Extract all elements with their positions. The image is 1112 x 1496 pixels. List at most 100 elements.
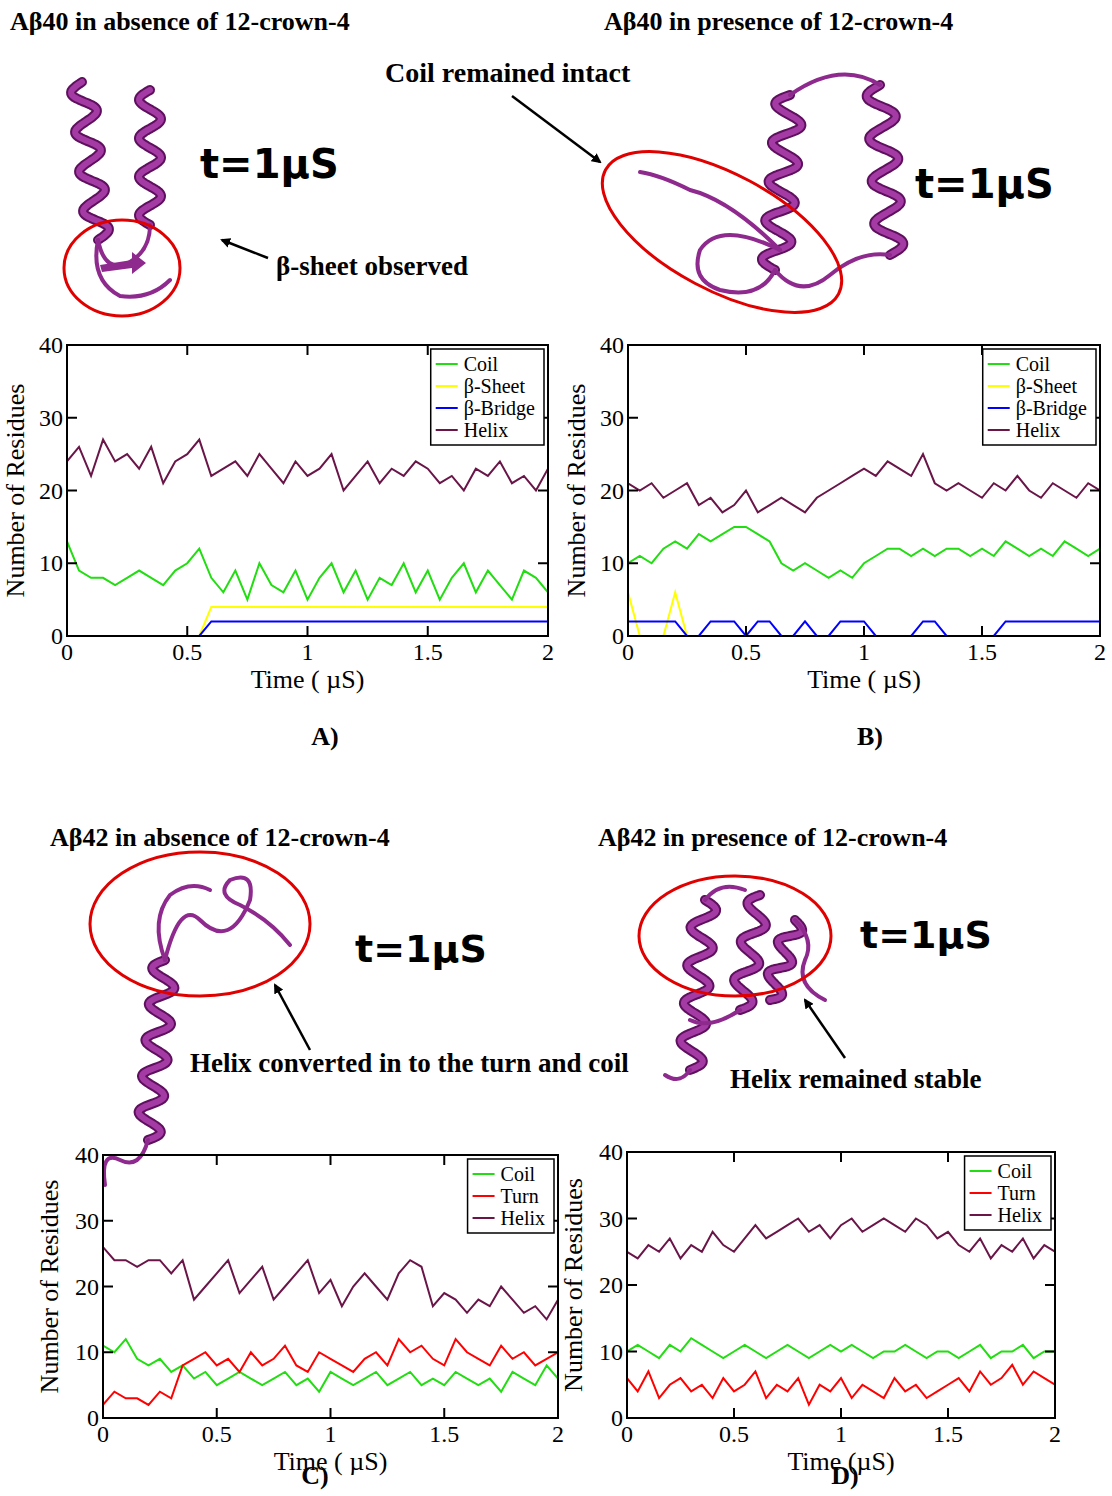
coil-ribbon [698, 235, 781, 293]
text-line: t=1μS [860, 913, 992, 957]
y-tick-label: 0 [612, 623, 624, 649]
legend-swatch [473, 1173, 495, 1175]
legend-label: Helix [464, 419, 508, 441]
x-tick [626, 1152, 628, 1162]
y-tick [628, 417, 638, 419]
y-axis-title: Number of Residues [559, 1178, 588, 1392]
legend: CoilTurnHelix [965, 1156, 1051, 1230]
annotation: Coil remained intact [385, 57, 631, 88]
legend-label: Helix [501, 1207, 545, 1229]
series-line [628, 621, 1100, 636]
helix-ribbon-shadow [71, 82, 109, 240]
series-line [67, 621, 548, 636]
molecule-snapshot [640, 75, 903, 293]
y-tick [627, 1151, 637, 1153]
y-tick [103, 1220, 113, 1222]
series-line [67, 541, 548, 599]
series-line [103, 1339, 558, 1405]
y-tick [628, 635, 638, 637]
axes: 00.511.52010203040Time ( µS)Number of Re… [35, 1142, 564, 1476]
y-tick [1090, 562, 1100, 564]
y-tick-label: 20 [599, 1272, 623, 1298]
legend-box [431, 349, 544, 445]
y-tick [1045, 1151, 1055, 1153]
legend: CoilTurnHelix [468, 1159, 554, 1233]
y-tick [1045, 1351, 1055, 1353]
axes: 00.511.52010203040Time (µS)Number of Res… [559, 1139, 1061, 1476]
x-tick [863, 345, 865, 355]
x-tick [186, 626, 188, 636]
text-line: t=1μS [355, 927, 487, 971]
y-tick [67, 490, 77, 492]
y-tick [538, 562, 548, 564]
legend-box [983, 349, 1096, 445]
x-tick [745, 345, 747, 355]
y-tick [103, 1286, 113, 1288]
panel: Aβ40 in presence of 12-crown-4t=1μSCoil … [385, 7, 1106, 751]
plot-frame [67, 345, 548, 636]
series-line [628, 454, 1100, 512]
panel-label: A) [311, 722, 338, 751]
x-tick [307, 345, 309, 355]
molecule-snapshot [665, 887, 825, 1079]
y-tick [627, 1351, 637, 1353]
coil-ribbon [640, 172, 780, 250]
legend-label: β-Bridge [1016, 397, 1087, 420]
beta-strand [100, 252, 146, 274]
panel: Aβ42 in presence of 12-crown-4t=1μSHelix… [559, 823, 1061, 1490]
legend: Coilβ-Sheetβ-BridgeHelix [431, 349, 544, 445]
legend-label: β-Sheet [464, 375, 526, 398]
helix-ribbon-shadow [681, 900, 717, 1070]
data-lines [628, 454, 1100, 636]
x-tick [307, 626, 309, 636]
legend-box [965, 1156, 1051, 1230]
x-tick [102, 1155, 104, 1165]
x-tick [840, 1408, 842, 1418]
coil-ribbon [98, 225, 150, 266]
x-tick-label: 1 [835, 1421, 847, 1447]
y-tick [1090, 490, 1100, 492]
annotation-arrow [275, 985, 310, 1050]
y-tick-label: 30 [39, 405, 63, 431]
y-tick [67, 562, 77, 564]
x-tick-label: 2 [542, 639, 554, 665]
annotation: t=1μS [860, 913, 992, 957]
x-tick-label: 0.5 [719, 1421, 749, 1447]
legend-label: β-Sheet [1016, 375, 1078, 398]
x-tick-label: 0.5 [731, 639, 761, 665]
axes: 00.511.52010203040Time ( µS)Number of Re… [1, 332, 554, 694]
x-tick [443, 1155, 445, 1165]
x-tick [102, 1408, 104, 1418]
legend-label: Helix [1016, 419, 1060, 441]
y-tick [548, 1417, 558, 1419]
x-tick-label: 1 [325, 1421, 337, 1447]
legend-label: Coil [501, 1163, 536, 1185]
x-tick [557, 1408, 559, 1418]
y-tick [1090, 344, 1100, 346]
y-axis-title: Number of Residues [1, 384, 30, 598]
series-line [628, 592, 1100, 636]
coil-ribbon [705, 887, 745, 900]
x-tick-label: 1 [302, 639, 314, 665]
text-line: t=1μS [915, 161, 1054, 207]
y-tick-label: 20 [75, 1274, 99, 1300]
coil-ribbon [165, 878, 290, 961]
helix-ribbon [867, 85, 904, 255]
text-line: Helix converted in to the turn and coil [190, 1048, 629, 1078]
highlight-ellipse [90, 852, 310, 996]
y-tick-label: 40 [75, 1142, 99, 1168]
y-tick [1045, 1284, 1055, 1286]
y-tick [628, 490, 638, 492]
y-tick [538, 344, 548, 346]
panel: Aβ42 in absence of 12-crown-4t=1μSHelix … [35, 823, 629, 1490]
plot-frame [628, 345, 1100, 636]
annotation: Helix converted in to the turn and coil [190, 1048, 629, 1078]
text-line: Coil remained intact [385, 57, 631, 88]
x-tick [216, 1408, 218, 1418]
data-lines [103, 1247, 558, 1405]
x-tick-label: 2 [1094, 639, 1106, 665]
x-tick-label: 1 [858, 639, 870, 665]
x-tick [330, 1408, 332, 1418]
legend-label: Coil [464, 353, 499, 375]
x-tick [443, 1408, 445, 1418]
